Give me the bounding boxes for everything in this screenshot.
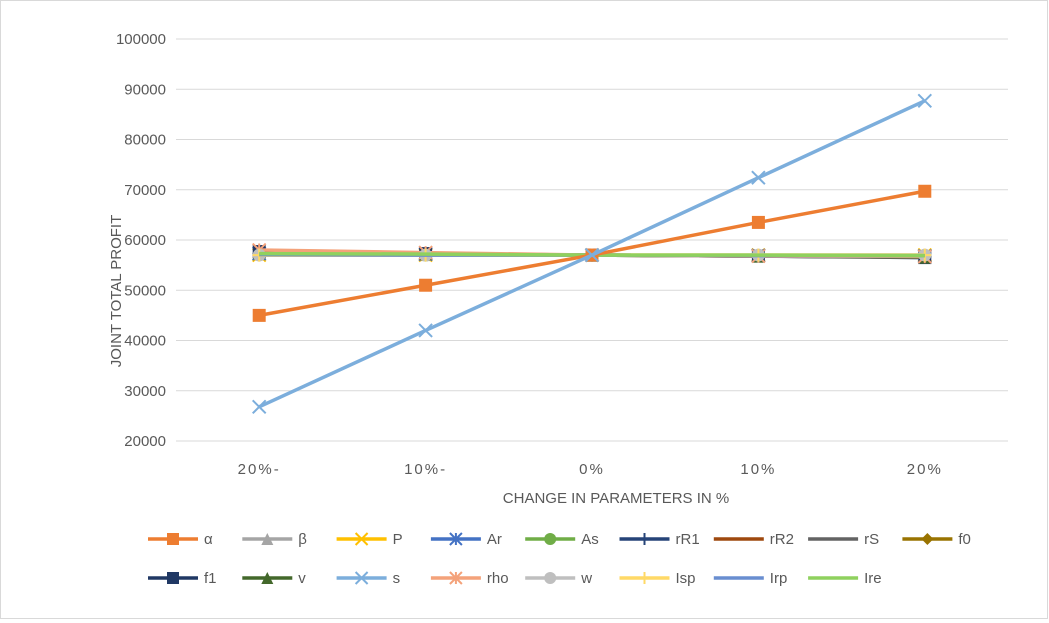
data-point	[354, 571, 369, 585]
data-point	[167, 572, 179, 584]
y-tick-label: 100000	[116, 31, 166, 48]
legend: α β P Ar As rR1 rR2 rS f0 f1 v s rho w Isp Irp Ire	[148, 531, 971, 587]
legend-item: α	[148, 531, 213, 548]
legend-item: rho	[430, 570, 509, 587]
x-tick-label: 10%	[740, 461, 776, 478]
data-point	[167, 533, 179, 545]
y-tick-label: 40000	[124, 333, 166, 350]
legend-item: Irp	[713, 570, 788, 587]
legend-label: α	[204, 531, 213, 548]
x-axis-label: CHANGE IN PARAMETERS IN %	[503, 490, 729, 507]
y-tick-label: 60000	[124, 232, 166, 249]
data-point	[449, 532, 463, 546]
legend-label: rS	[864, 531, 879, 548]
legend-label: rR1	[676, 531, 700, 548]
y-tick-labels: 20000 30000 40000 50000 60000 70000 80000 90000…	[116, 31, 166, 450]
data-point	[449, 571, 463, 585]
data-point	[751, 215, 765, 229]
y-tick-label: 30000	[124, 383, 166, 400]
data-point	[638, 572, 651, 584]
legend-label: Ar	[487, 531, 502, 548]
data-point	[751, 170, 766, 185]
legend-label: Ire	[864, 570, 882, 587]
legend-label: w	[580, 570, 592, 587]
y-axis-label: JOINT TOTAL PROFIT	[108, 215, 125, 368]
legend-label: β	[298, 531, 307, 548]
data-point	[544, 533, 557, 545]
legend-item: s	[336, 570, 401, 587]
data-point	[921, 533, 934, 545]
x-tick-label: 20%	[907, 461, 943, 478]
legend-label: Irp	[770, 570, 788, 587]
legend-label: v	[298, 570, 306, 587]
data-point	[584, 247, 600, 263]
data-point	[354, 532, 369, 546]
y-tick-label: 90000	[124, 81, 166, 98]
legend-label: rho	[487, 570, 509, 587]
y-tick-label: 50000	[124, 282, 166, 299]
series-group	[251, 93, 933, 415]
data-point	[251, 399, 267, 415]
x-tick-label: 20%-	[238, 461, 281, 478]
data-point	[917, 93, 933, 109]
legend-item: v	[242, 570, 306, 587]
y-tick-label: 80000	[124, 132, 166, 149]
data-point	[544, 572, 557, 584]
data-point	[638, 533, 651, 545]
legend-label: s	[393, 570, 401, 587]
y-tick-label: 70000	[124, 182, 166, 199]
data-point	[252, 308, 266, 322]
legend-item: w	[525, 570, 592, 587]
legend-label: f0	[958, 531, 971, 548]
legend-item: Ar	[430, 531, 502, 548]
legend-item: rR1	[619, 531, 700, 548]
legend-label: As	[581, 531, 599, 548]
x-tick-labels: 20%- 10%- 0% 10% 20%	[238, 461, 943, 478]
data-point	[918, 184, 932, 198]
grid-lines	[176, 38, 1008, 442]
legend-label: Isp	[676, 570, 696, 587]
data-point	[419, 278, 433, 292]
x-tick-label: 10%-	[404, 461, 447, 478]
legend-item: Ire	[808, 570, 882, 587]
series-s	[251, 93, 933, 415]
legend-label: f1	[204, 570, 217, 587]
data-point	[261, 533, 274, 545]
y-tick-label: 20000	[124, 433, 166, 450]
x-tick-label: 0%	[579, 461, 605, 478]
legend-item: Isp	[619, 570, 696, 587]
legend-item: f0	[902, 531, 971, 548]
data-point	[418, 323, 433, 338]
legend-item: rR2	[713, 531, 794, 548]
legend-item: P	[336, 531, 403, 548]
legend-label: rR2	[770, 531, 794, 548]
legend-label: P	[393, 531, 403, 548]
legend-item: rS	[808, 531, 879, 548]
data-point	[261, 572, 274, 584]
legend-item: f1	[148, 570, 217, 587]
legend-item: As	[525, 531, 599, 548]
legend-item: β	[242, 531, 307, 548]
